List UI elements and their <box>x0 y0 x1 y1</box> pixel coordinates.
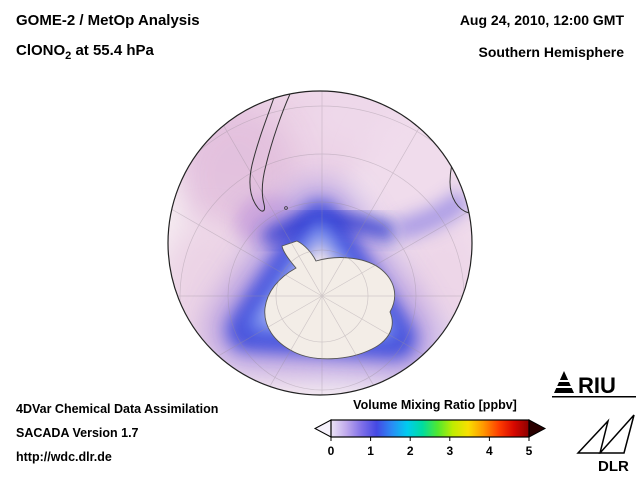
hemisphere-label: Southern Hemisphere <box>478 44 624 60</box>
colorbar-ticks <box>330 437 530 441</box>
pressure-level-label: at 55.4 hPa <box>71 42 154 59</box>
species-subscript: 2 <box>65 50 72 62</box>
species-level-label: ClONO2 at 55.4 hPa <box>16 42 154 62</box>
antarctica-landmass <box>264 240 396 360</box>
colorbar-tick-label: 2 <box>407 444 414 458</box>
coastline-south-america <box>249 91 291 212</box>
riu-logo: RIU <box>552 371 636 398</box>
version-label: SACADA Version 1.7 <box>16 426 139 440</box>
colorbar-arrow-right <box>528 419 547 438</box>
colorbar-tick-label: 5 <box>526 444 533 458</box>
colorbar-arrow-left <box>313 419 332 438</box>
assimilation-label: 4DVar Chemical Data Assimilation <box>16 402 219 416</box>
colorbar-tick-label: 1 <box>367 444 374 458</box>
dlr-emblem-icon <box>576 414 635 454</box>
colorbar: 0 1 2 3 4 5 <box>313 419 547 458</box>
colorbar-tick-label: 4 <box>486 444 493 458</box>
dlr-logo-text: DLR <box>598 458 629 475</box>
colorbar-bar <box>330 419 530 438</box>
species-label: ClONO <box>16 42 66 59</box>
dlr-logo: DLR <box>576 414 635 475</box>
colorbar-title: Volume Mixing Ratio [ppbv] <box>353 398 517 412</box>
globe-outline <box>167 90 473 396</box>
logos-area: RIU DLR <box>552 371 636 475</box>
riu-logo-text: RIU <box>578 373 616 398</box>
colorbar-tick-label: 0 <box>328 444 335 458</box>
url-label: http://wdc.dlr.de <box>16 450 112 464</box>
colorbar-tick-label: 3 <box>446 444 453 458</box>
timestamp-label: Aug 24, 2010, 12:00 GMT <box>459 12 624 28</box>
analysis-title: GOME-2 / MetOp Analysis <box>16 12 200 29</box>
falkland-islands <box>284 206 288 210</box>
